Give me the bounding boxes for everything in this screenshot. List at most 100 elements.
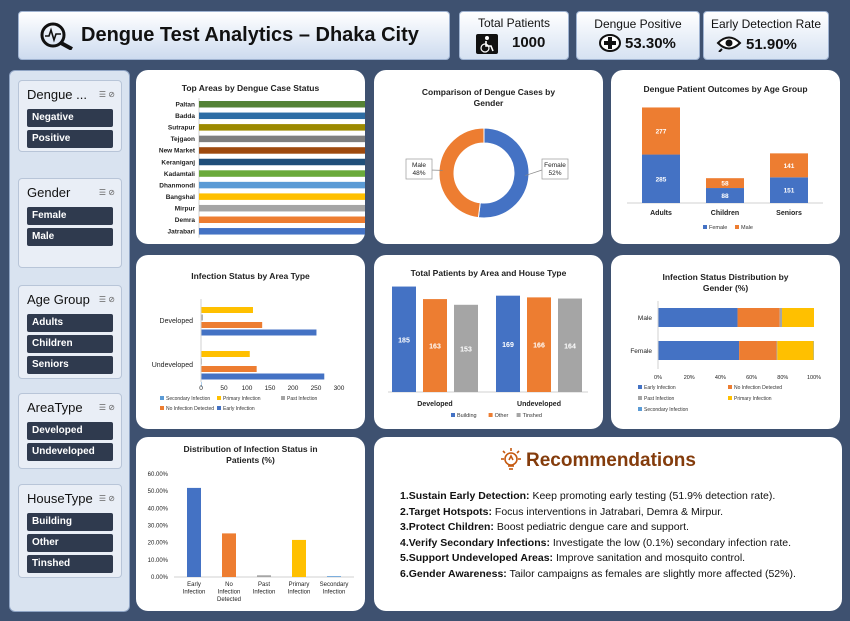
category-label: Badda bbox=[175, 113, 195, 120]
page-title: Dengue Test Analytics – Dhaka City bbox=[81, 24, 419, 46]
kpi-early-detection: Early Detection Rate 51.90% bbox=[703, 11, 829, 60]
category-label: No bbox=[225, 582, 233, 588]
category-label: Keraniganj bbox=[161, 159, 195, 166]
legend-label: No Infection Detected bbox=[734, 385, 782, 391]
legend-swatch bbox=[217, 396, 221, 400]
clear-filter-icon[interactable]: ☰ ⊘ bbox=[98, 188, 115, 197]
legend-label: Tinshed bbox=[523, 413, 542, 419]
tick-label: 20.00% bbox=[148, 541, 169, 547]
legend-label: Other bbox=[495, 413, 509, 419]
legend-swatch bbox=[638, 407, 642, 411]
slicer-item-building[interactable]: Building bbox=[27, 513, 113, 531]
chart-title: Infection Status by Area Type bbox=[191, 271, 310, 281]
eye-icon bbox=[716, 36, 742, 52]
kpi-value: 51.90% bbox=[746, 36, 797, 53]
category-label: Primary bbox=[289, 582, 310, 588]
tick-label: 20% bbox=[684, 375, 695, 381]
data-label: 58 bbox=[721, 181, 729, 188]
bar bbox=[454, 304, 478, 392]
slicer-gender: Gender ☰ ⊘ Female Male bbox=[18, 178, 122, 268]
bar-segment bbox=[658, 308, 738, 327]
bar bbox=[199, 135, 365, 143]
donut-slice bbox=[438, 127, 485, 219]
slicer-item-seniors[interactable]: Seniors bbox=[27, 356, 113, 374]
bar-segment bbox=[777, 341, 814, 360]
slicer-item-male[interactable]: Male bbox=[27, 228, 113, 246]
chart-title: Infection Status Distribution by Gender … bbox=[662, 272, 789, 293]
category-label: Adults bbox=[650, 210, 672, 217]
gender-infection-chart: Male Female 0% 20% 40% 60% 80% 100% Early Infect… bbox=[630, 301, 821, 413]
slicer-item-children[interactable]: Children bbox=[27, 335, 113, 353]
tick-label: 40.00% bbox=[148, 506, 169, 512]
data-label: 88 bbox=[721, 193, 729, 200]
category-label: Infection bbox=[253, 590, 276, 596]
age-outcomes-chart: 285 277 Adults 88 58 Children 151 141 Seniors Fem… bbox=[627, 107, 823, 231]
legend-swatch bbox=[451, 413, 455, 417]
bar bbox=[187, 487, 201, 577]
bar-segment bbox=[776, 341, 778, 360]
bar-segment bbox=[770, 177, 808, 203]
clear-filter-icon[interactable]: ☰ ⊘ bbox=[98, 295, 115, 304]
legend-swatch bbox=[516, 413, 521, 417]
category-label: Demra bbox=[175, 217, 196, 224]
chart-card-infection-distribution: Distribution of Infection Status in Pati… bbox=[136, 437, 365, 611]
legend-label: No Infection Detected bbox=[166, 406, 214, 412]
legend-label: Early Infection bbox=[644, 385, 676, 391]
slicer-item-other[interactable]: Other bbox=[27, 534, 113, 552]
category-label: Secondary bbox=[320, 582, 349, 588]
recommendations-title: Recommendations bbox=[526, 450, 696, 471]
recommendation-text: Investigate the low (0.1%) secondary inf… bbox=[549, 536, 792, 549]
clear-filter-icon[interactable]: ☰ ⊘ bbox=[98, 90, 115, 99]
slicer-title: Gender bbox=[27, 185, 71, 200]
slicer-title: Dengue ... bbox=[27, 87, 87, 102]
kpi-dengue-positive: Dengue Positive 53.30% bbox=[576, 11, 700, 60]
bar-segment bbox=[737, 308, 780, 327]
clear-filter-icon[interactable]: ☰ ⊘ bbox=[98, 403, 115, 412]
category-label: Detected bbox=[217, 597, 241, 603]
leader-line bbox=[525, 169, 543, 176]
slicer-item-positive[interactable]: Positive bbox=[27, 130, 113, 148]
tick-label: 10.00% bbox=[148, 558, 169, 564]
filter-sidebar: Dengue ... ☰ ⊘ Negative Positive Gender … bbox=[9, 70, 130, 612]
category-label: Seniors bbox=[776, 210, 802, 217]
category-label: Mirpur bbox=[175, 205, 196, 212]
slicer-item-undeveloped[interactable]: Undeveloped bbox=[27, 443, 113, 461]
slicer-item-developed[interactable]: Developed bbox=[27, 422, 113, 440]
bar bbox=[201, 373, 325, 380]
category-label: Early bbox=[187, 582, 201, 588]
recommendation-text: Tailor campaigns as females are slightly… bbox=[506, 567, 796, 580]
bar bbox=[199, 181, 365, 189]
recommendation-text: Focus interventions in Jatrabari, Demra … bbox=[491, 505, 724, 518]
bar bbox=[527, 297, 551, 392]
kpi-label: Dengue Positive bbox=[594, 17, 682, 31]
recommendation-head: 6.Gender Awareness: bbox=[400, 567, 507, 580]
tick-label: 150 bbox=[265, 385, 276, 392]
data-label: 285 bbox=[656, 176, 667, 183]
slicer-item-adults[interactable]: Adults bbox=[27, 314, 113, 332]
recommendation-item: 4.Verify Secondary Infections: Investiga… bbox=[400, 537, 791, 549]
legend-swatch bbox=[638, 385, 642, 389]
tick-label: 200 bbox=[288, 385, 299, 392]
legend-swatch bbox=[281, 396, 285, 400]
label-box bbox=[541, 158, 569, 180]
clear-filter-icon[interactable]: ☰ ⊘ bbox=[98, 494, 115, 503]
data-label: 163 bbox=[429, 344, 441, 351]
category-label: Tejgaon bbox=[171, 136, 195, 143]
bar bbox=[392, 286, 416, 392]
chart-title: Distribution of Infection Status in Pati… bbox=[183, 444, 318, 465]
slicer-item-negative[interactable]: Negative bbox=[27, 109, 113, 127]
category-label: Bangshal bbox=[166, 194, 195, 201]
category-label: New Market bbox=[159, 148, 196, 155]
bar bbox=[201, 366, 257, 372]
recommendation-text: Improve sanitation and mosquito control. bbox=[553, 552, 746, 564]
slicer-item-female[interactable]: Female bbox=[27, 207, 113, 225]
category-label: Female bbox=[630, 348, 652, 355]
data-label: 153 bbox=[460, 346, 472, 353]
legend-label: Early Infection bbox=[223, 406, 255, 412]
bar-segment bbox=[782, 308, 814, 327]
recommendation-text: Boost pediatric dengue care and support. bbox=[493, 521, 689, 533]
category-label: Developed bbox=[160, 318, 194, 325]
kpi-label: Total Patients bbox=[477, 16, 551, 30]
slicer-item-tinshed[interactable]: Tinshed bbox=[27, 555, 113, 573]
bar bbox=[199, 216, 365, 223]
